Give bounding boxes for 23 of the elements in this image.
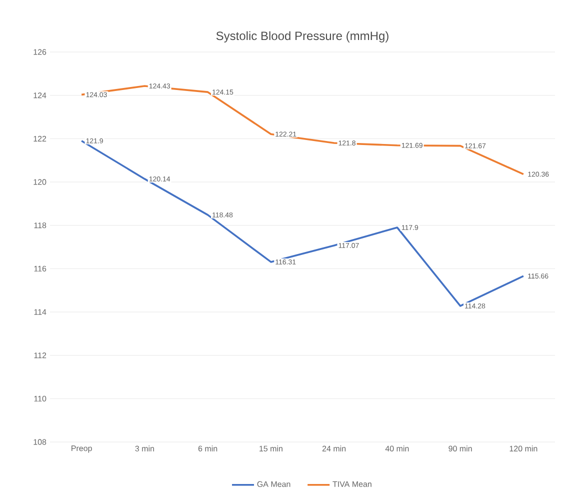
x-tick-label: 40 min <box>385 446 409 452</box>
x-tick-label: 90 min <box>448 446 472 452</box>
y-tick-label: 116 <box>34 266 46 272</box>
y-tick-label: 120 <box>34 179 46 185</box>
y-tick-label: 114 <box>34 309 46 315</box>
x-tick-label: 6 min <box>198 446 218 452</box>
y-tick-label: 110 <box>34 396 46 402</box>
y-tick-label: 108 <box>34 439 46 445</box>
x-tick-label: Preop <box>72 446 92 453</box>
y-tick-label: 118 <box>34 222 46 228</box>
x-tick-label: 24 min <box>322 446 346 452</box>
y-tick-label: 126 <box>34 49 46 55</box>
line-series <box>80 140 524 307</box>
legend-label: GA Mean <box>257 481 290 487</box>
y-tick-label: 112 <box>34 352 46 358</box>
x-tick-label: 120 min <box>510 446 538 452</box>
x-tick-label: 3 min <box>135 446 154 452</box>
x-tick-label: 15 min <box>260 446 282 452</box>
legend-label: TIVA Mean <box>332 481 372 487</box>
chart-title: Systolic Blood Pressure (mmHg) <box>216 31 388 42</box>
line-series <box>80 85 524 176</box>
y-tick-label: 124 <box>34 92 46 98</box>
y-tick-label: 122 <box>34 136 46 142</box>
